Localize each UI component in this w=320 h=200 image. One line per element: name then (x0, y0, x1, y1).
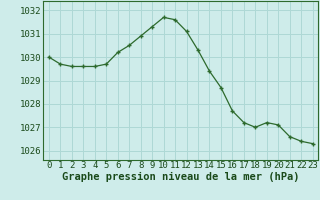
X-axis label: Graphe pression niveau de la mer (hPa): Graphe pression niveau de la mer (hPa) (62, 172, 300, 182)
